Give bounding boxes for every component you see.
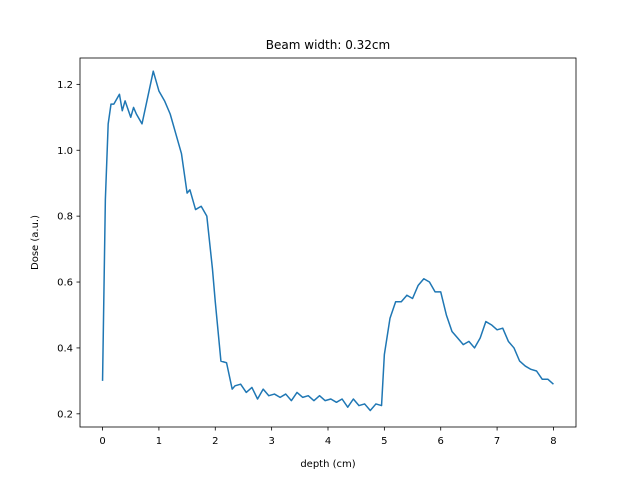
x-axis: 0 1 2 3 4 5 6 7 8	[99, 427, 557, 447]
x-tick-label: 6	[438, 436, 444, 447]
x-tick-label: 0	[99, 436, 105, 447]
x-tick-label: 1	[156, 436, 162, 447]
x-tick-label: 2	[212, 436, 218, 447]
y-tick-label: 0.2	[57, 409, 73, 420]
y-tick-label: 1.2	[57, 80, 73, 91]
y-axis-label: Dose (a.u.)	[30, 215, 41, 270]
x-tick-label: 8	[550, 436, 556, 447]
y-axis: 0.2 0.4 0.6 0.8 1.0 1.2	[57, 80, 80, 420]
y-tick-label: 0.6	[57, 278, 73, 289]
x-axis-label: depth (cm)	[300, 459, 355, 470]
y-tick-label: 0.4	[57, 343, 73, 354]
dose-curve	[101, 70, 554, 412]
y-tick-label: 1.0	[57, 146, 73, 157]
x-tick-label: 7	[494, 436, 500, 447]
x-tick-label: 3	[268, 436, 274, 447]
y-tick-label: 0.8	[57, 212, 73, 223]
chart-title: Beam width: 0.32cm	[266, 38, 390, 52]
x-tick-label: 4	[325, 436, 331, 447]
x-tick-label: 5	[381, 436, 387, 447]
